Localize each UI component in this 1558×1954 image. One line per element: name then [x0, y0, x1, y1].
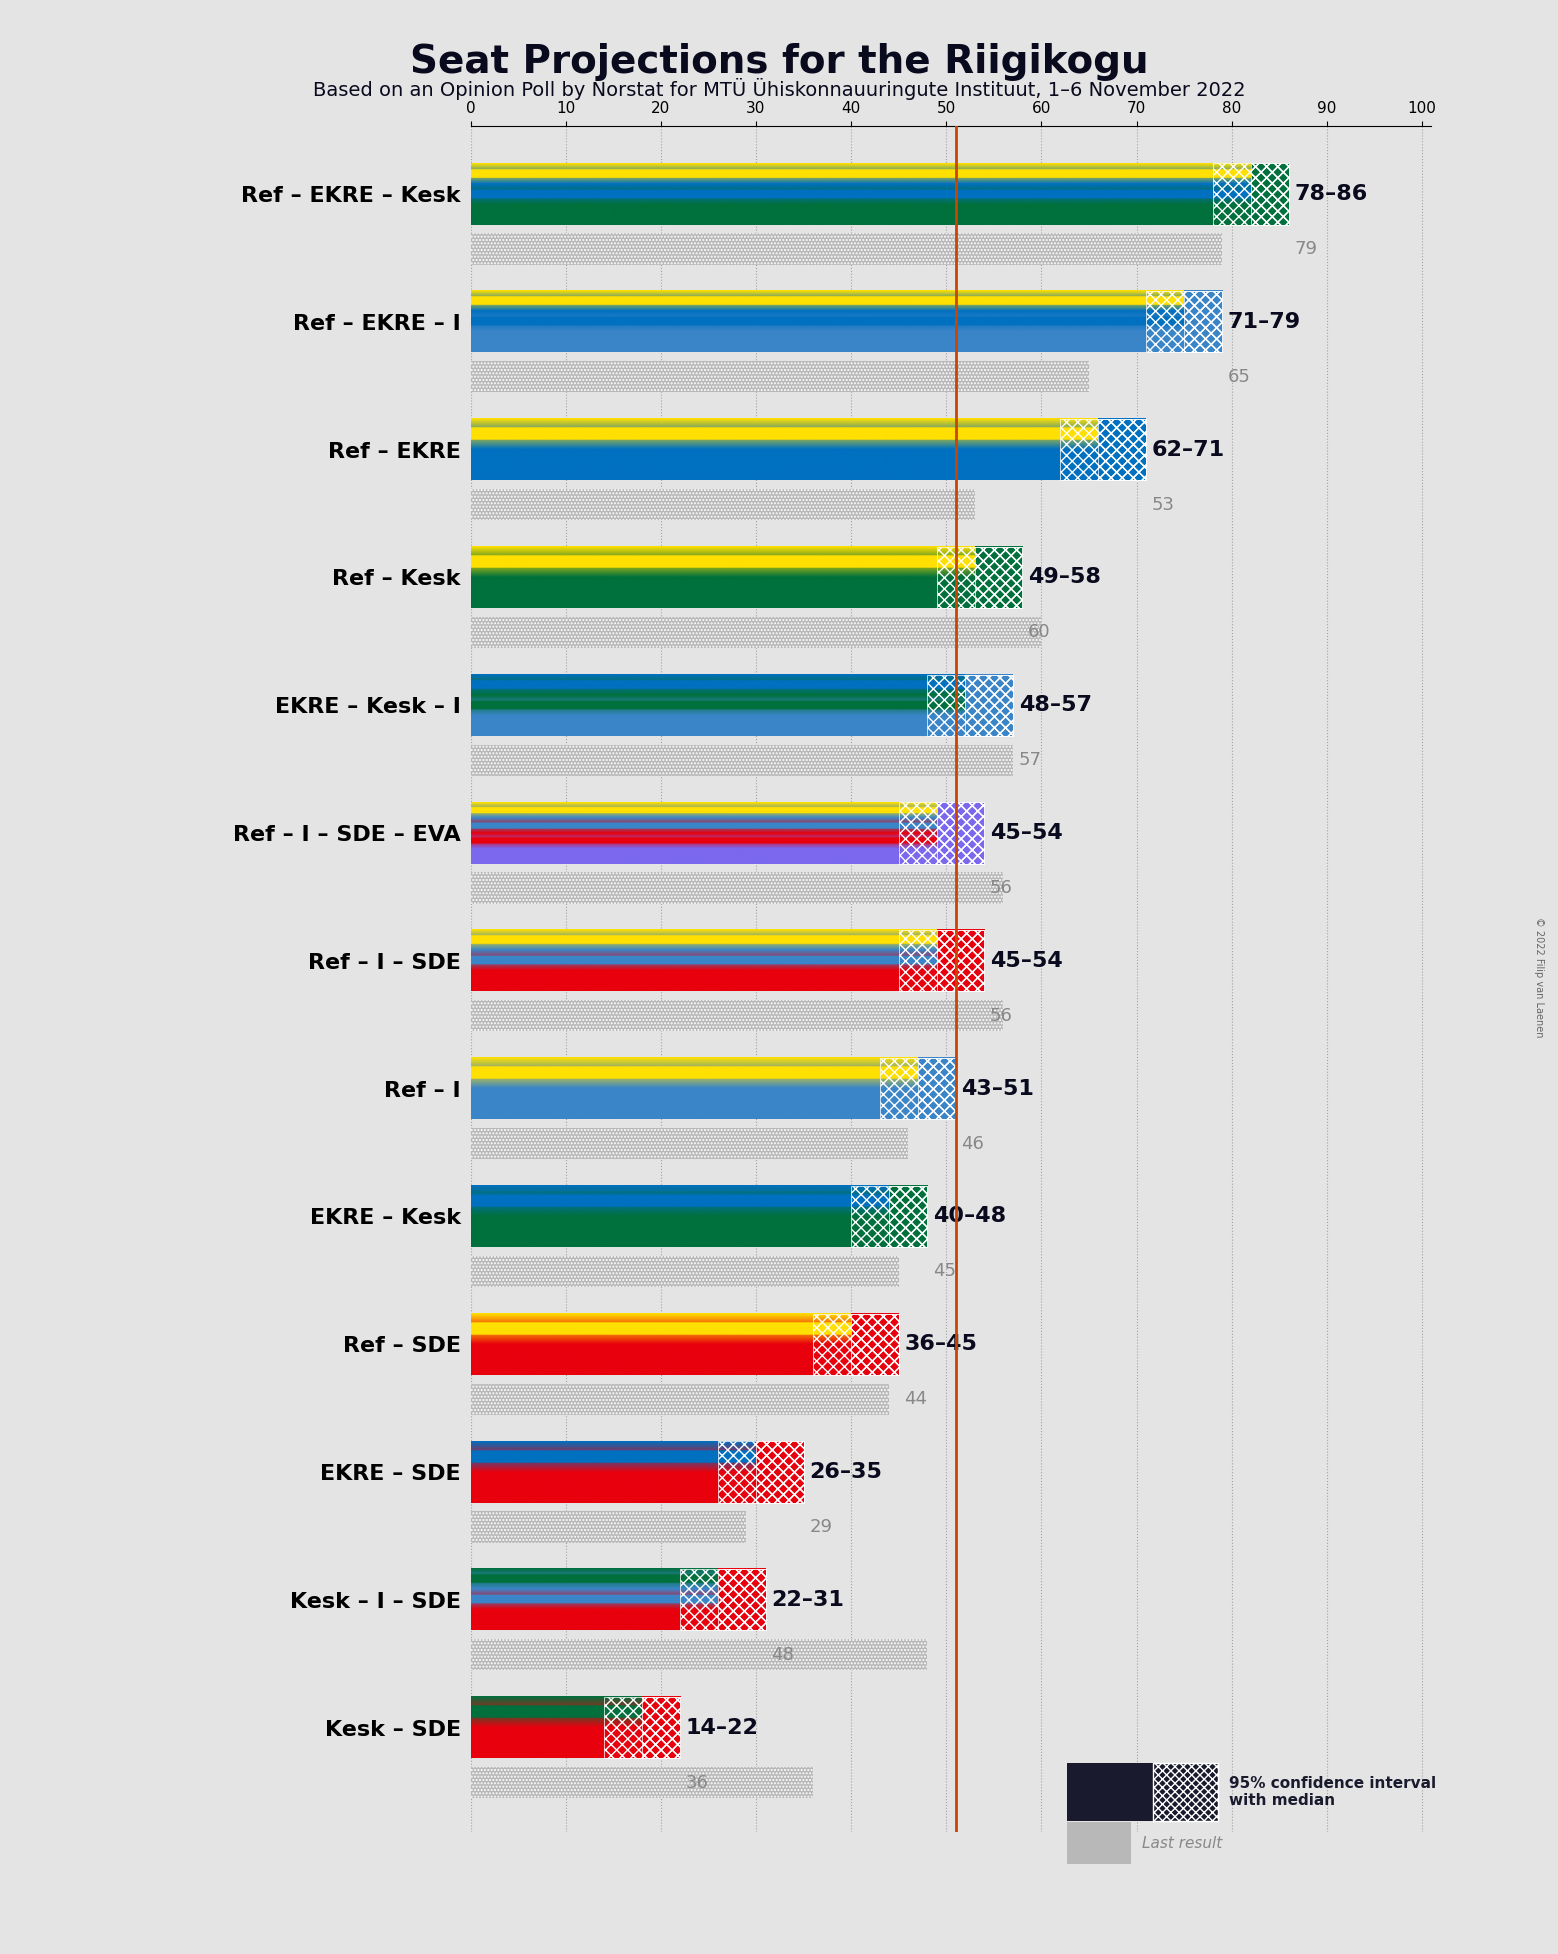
- Text: 71–79: 71–79: [1228, 313, 1301, 332]
- Bar: [471, 617, 1041, 649]
- Text: 26–35: 26–35: [809, 1462, 882, 1481]
- Bar: [471, 233, 1221, 264]
- Bar: [718, 1569, 765, 1630]
- Bar: [471, 1766, 813, 1798]
- Bar: [471, 1127, 908, 1159]
- Bar: [471, 1639, 927, 1671]
- Text: 46: 46: [961, 1135, 985, 1153]
- Text: 48: 48: [771, 1645, 795, 1665]
- Bar: [471, 488, 975, 520]
- Bar: [899, 803, 985, 864]
- Bar: [756, 1442, 804, 1503]
- Text: 14–22: 14–22: [686, 1718, 759, 1737]
- Bar: [813, 1313, 899, 1376]
- Text: © 2022 Filip van Laenen: © 2022 Filip van Laenen: [1535, 916, 1544, 1038]
- Bar: [471, 744, 1013, 776]
- Bar: [471, 1000, 1003, 1032]
- Text: 62–71: 62–71: [1151, 440, 1225, 459]
- Bar: [471, 1383, 890, 1415]
- Text: 53: 53: [1151, 496, 1175, 514]
- Text: 56: 56: [989, 1006, 1013, 1024]
- Bar: [1061, 418, 1147, 481]
- Bar: [471, 1256, 899, 1288]
- Bar: [471, 1383, 890, 1415]
- Text: 57: 57: [1019, 750, 1042, 770]
- Bar: [471, 488, 975, 520]
- Bar: [471, 617, 1041, 649]
- Bar: [471, 744, 1013, 776]
- Text: 45–54: 45–54: [989, 952, 1063, 971]
- Text: 60: 60: [1028, 623, 1050, 641]
- Bar: [471, 361, 1089, 393]
- Bar: [471, 1127, 908, 1159]
- Text: 49–58: 49–58: [1028, 567, 1102, 588]
- Text: 65: 65: [1228, 367, 1251, 385]
- Text: Seat Projections for the Riigikogu: Seat Projections for the Riigikogu: [410, 43, 1148, 80]
- Bar: [918, 1057, 955, 1120]
- Text: 95% confidence interval
with median: 95% confidence interval with median: [1229, 1776, 1436, 1807]
- Bar: [890, 1186, 927, 1247]
- Text: 22–31: 22–31: [771, 1591, 844, 1610]
- Text: 40–48: 40–48: [933, 1206, 1006, 1227]
- Bar: [936, 547, 1022, 608]
- Bar: [1212, 164, 1288, 225]
- Bar: [471, 361, 1089, 393]
- Bar: [1098, 418, 1147, 481]
- Bar: [975, 547, 1022, 608]
- Bar: [471, 1000, 1003, 1032]
- Bar: [899, 930, 985, 991]
- Bar: [851, 1313, 899, 1376]
- Bar: [718, 1442, 804, 1503]
- Text: 48–57: 48–57: [1019, 696, 1092, 715]
- Bar: [471, 873, 1003, 903]
- Bar: [679, 1569, 765, 1630]
- Bar: [1184, 291, 1221, 352]
- Text: Last result: Last result: [1142, 1835, 1223, 1850]
- Bar: [936, 803, 985, 864]
- Bar: [936, 930, 985, 991]
- Bar: [642, 1698, 679, 1759]
- Text: 36: 36: [686, 1774, 709, 1792]
- Bar: [471, 1766, 813, 1798]
- Bar: [851, 1186, 927, 1247]
- Bar: [471, 873, 1003, 903]
- Text: 79: 79: [1295, 240, 1318, 258]
- Bar: [880, 1057, 955, 1120]
- Text: 29: 29: [809, 1518, 832, 1536]
- Bar: [471, 1512, 746, 1542]
- Bar: [605, 1698, 679, 1759]
- Text: 43–51: 43–51: [961, 1079, 1035, 1098]
- Bar: [1147, 291, 1221, 352]
- Text: 44: 44: [904, 1389, 927, 1409]
- Text: 78–86: 78–86: [1295, 184, 1368, 203]
- Text: Based on an Opinion Poll by Norstat for MTÜ Ühiskonnauuringute Instituut, 1–6 No: Based on an Opinion Poll by Norstat for …: [313, 78, 1245, 100]
- Bar: [471, 1512, 746, 1542]
- Bar: [471, 1256, 899, 1288]
- Bar: [966, 674, 1013, 737]
- Text: 45–54: 45–54: [989, 823, 1063, 842]
- Text: 56: 56: [989, 879, 1013, 897]
- Bar: [927, 674, 1013, 737]
- Text: 36–45: 36–45: [904, 1335, 977, 1354]
- Bar: [471, 233, 1221, 264]
- Text: 45: 45: [933, 1262, 957, 1280]
- Bar: [1251, 164, 1288, 225]
- Bar: [471, 1639, 927, 1671]
